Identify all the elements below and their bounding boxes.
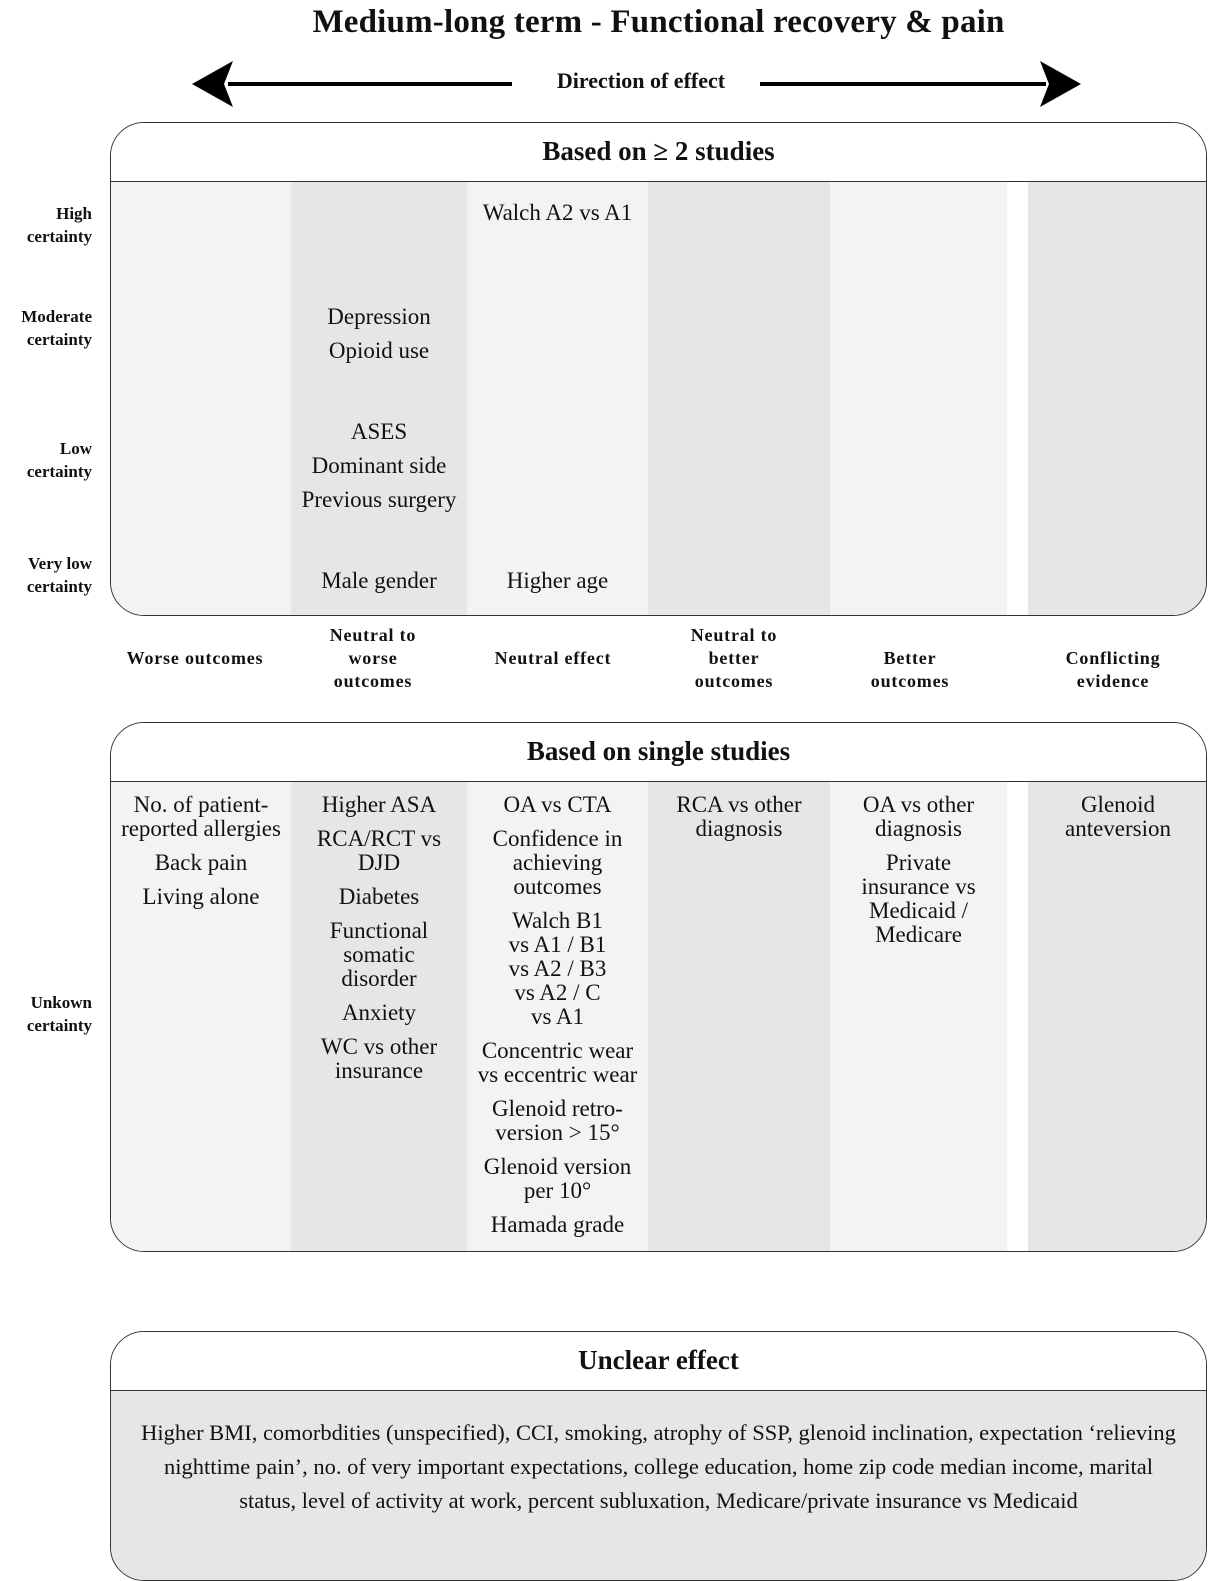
factor-item: Previous surgery [301, 487, 457, 512]
factor-item: Diabetes [338, 884, 420, 909]
col-worse: No. of patient-reported allergies Back p… [111, 782, 291, 1251]
effect-better: Better outcomes [870, 648, 950, 691]
col-neutral-to-better [648, 182, 830, 615]
certainty-low: Low certainty [26, 439, 92, 481]
certainty-high: High certainty [26, 204, 92, 246]
col-neutral-to-better: RCA vs other diagnosis [648, 782, 830, 1251]
factor-item: Functional somatic disorder [329, 918, 429, 991]
factor-item: Private insurance vs Medicaid / Medicare [861, 850, 976, 947]
unclear-factors-text: Higher BMI, comorbdities (unspecified), … [111, 1391, 1206, 1580]
certainty-unknown: Unkown certainty [26, 993, 92, 1035]
col-better [830, 182, 1007, 615]
factor-item: Walch A2 vs A1 [482, 200, 633, 225]
col-conflicting: Glenoid anteversion [1028, 782, 1206, 1251]
factor-item: RCA/RCT vs DJD [316, 826, 442, 875]
factor-item: RCA vs other diagnosis [676, 792, 802, 841]
direction-label: Direction of effect [556, 68, 726, 93]
panel-single-heading: Based on single studies [111, 723, 1206, 782]
effect-neutral-to-worse: Neutral to worse outcomes [329, 625, 417, 691]
factor-item: Opioid use [328, 338, 430, 363]
panel-unclear-heading: Unclear effect [111, 1332, 1206, 1391]
factor-item: Concentric wear vs eccentric wear [477, 1038, 638, 1087]
factor-item: OA vs other diagnosis [862, 792, 975, 841]
factor-item: Male gender [321, 568, 437, 593]
factor-item: Dominant side [311, 453, 447, 478]
col-worse [111, 182, 291, 615]
panel-unclear-effect: Unclear effect Higher BMI, comorbdities … [110, 1331, 1207, 1581]
col-neutral-to-worse: Higher ASA RCA/RCT vs DJD Diabetes Funct… [291, 782, 467, 1251]
certainty-moderate: Moderate certainty [21, 307, 92, 349]
figure-title: Medium-long term - Functional recovery &… [312, 4, 1005, 40]
factor-item: Depression [327, 304, 431, 329]
col-conflicting [1028, 182, 1206, 615]
effect-conflicting: Conflicting evidence [1065, 648, 1161, 691]
col-neutral-to-worse: Depression Opioid use ASES Dominant side… [291, 182, 467, 615]
arrow-left-head [192, 61, 233, 107]
factor-item: Living alone [142, 884, 260, 909]
col-neutral: Walch A2 vs A1 Higher age [467, 182, 648, 615]
factor-item: Higher age [506, 568, 609, 593]
factor-item: Anxiety [341, 1000, 417, 1025]
factor-item: Higher ASA [321, 792, 437, 817]
factor-item: Walch B1 vs A1 / B1 vs A2 / B3 vs A2 / C… [508, 908, 607, 1029]
panel-single-studies: Based on single studies No. of patient-r… [110, 722, 1207, 1252]
column-gap [1007, 782, 1028, 1251]
factor-item: WC vs other insurance [320, 1034, 438, 1083]
direction-arrow [192, 61, 1081, 107]
factor-item: No. of patient-reported allergies [121, 792, 281, 841]
factor-item: Hamada grade [490, 1212, 625, 1237]
effect-neutral-to-better: Neutral to better outcomes [690, 625, 778, 691]
factor-item: Glenoid retro-version > 15° [492, 1096, 623, 1145]
panel-multi-studies: Based on ≥ 2 studies Depression Opioid u… [110, 122, 1207, 616]
factor-item: ASES [350, 419, 408, 444]
factor-item: Back pain [154, 850, 248, 875]
column-gap [1007, 182, 1028, 615]
factor-item: Glenoid anteversion [1064, 792, 1171, 841]
effect-worse: Worse outcomes [126, 648, 264, 668]
factor-item: Glenoid version per 10° [483, 1154, 632, 1203]
effect-neutral: Neutral effect [494, 648, 612, 668]
col-better: OA vs other diagnosis Private insurance … [830, 782, 1007, 1251]
panel-multi-heading: Based on ≥ 2 studies [111, 123, 1206, 182]
col-neutral: OA vs CTA Confidence in achieving outcom… [467, 782, 648, 1251]
certainty-very-low: Very low certainty [26, 554, 92, 596]
factor-item: Confidence in achieving outcomes [492, 826, 623, 899]
factor-item: OA vs CTA [503, 792, 612, 817]
arrow-right-head [1040, 61, 1081, 107]
